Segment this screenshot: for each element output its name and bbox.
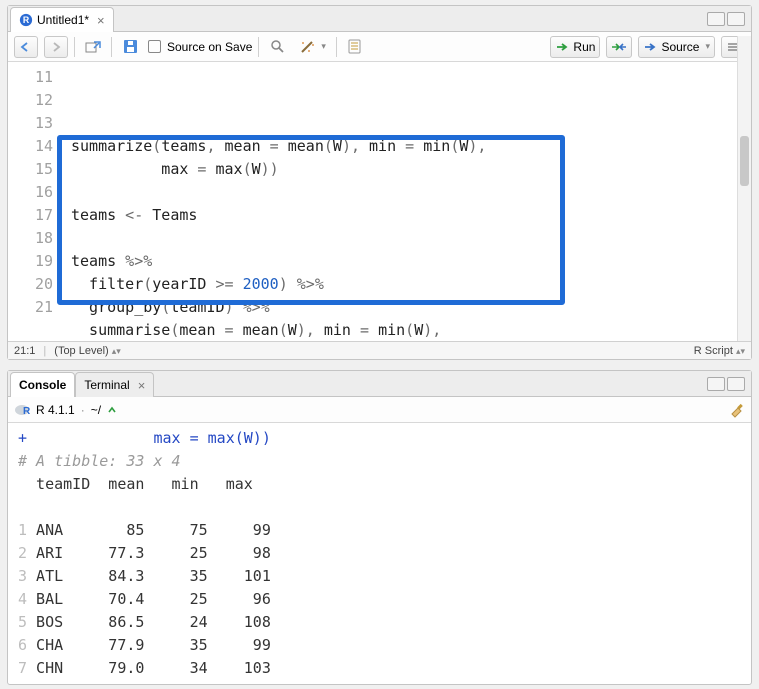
source-pane: R Untitled1* × Source on Save ▾ Run Sour… (7, 5, 752, 360)
arrow-right-icon (49, 41, 63, 53)
close-icon[interactable]: × (97, 13, 105, 28)
show-in-new-window-button[interactable] (81, 36, 105, 58)
r-file-icon: R (19, 13, 33, 27)
maximize-pane-button[interactable] (727, 377, 745, 391)
rerun-icon (611, 41, 627, 53)
console-pane: Console Terminal × R R 4.1.1 · ~/ + max =… (7, 370, 752, 685)
svg-text:R: R (23, 406, 30, 417)
scrollbar-thumb[interactable] (740, 136, 749, 186)
popout-icon (85, 40, 101, 54)
source-tabbar: R Untitled1* × (8, 6, 751, 32)
code-line[interactable]: group_by(teamID) %>% (71, 296, 751, 319)
minimize-pane-button[interactable] (707, 12, 725, 26)
code-line[interactable]: filter(yearID >= 2000) %>% (71, 273, 751, 296)
terminal-tab-label: Terminal (84, 378, 129, 392)
terminal-tab[interactable]: Terminal × (75, 372, 154, 397)
run-icon (555, 41, 569, 53)
source-toolbar: Source on Save ▾ Run Source▾ (8, 32, 751, 62)
console-tabbar: Console Terminal × (8, 371, 751, 397)
back-button[interactable] (14, 36, 38, 58)
language-indicator[interactable]: R Script ▴▾ (694, 345, 745, 357)
code-line[interactable]: summarize(teams, mean = mean(W), min = m… (71, 135, 751, 158)
save-button[interactable] (118, 36, 142, 58)
console-tab[interactable]: Console (10, 372, 75, 397)
forward-button[interactable] (44, 36, 68, 58)
code-area[interactable]: summarize(teams, mean = mean(W), min = m… (63, 62, 751, 341)
svg-text:R: R (23, 15, 30, 25)
console-output[interactable]: + max = max(W)) # A tibble: 33 x 4 teamI… (8, 423, 751, 684)
code-line[interactable] (71, 227, 751, 250)
source-tab-title: Untitled1* (37, 13, 89, 27)
code-line[interactable]: max = max(W)) (71, 158, 751, 181)
maximize-pane-button[interactable] (727, 12, 745, 26)
r-version: R 4.1.1 (36, 403, 75, 417)
close-icon[interactable]: × (138, 378, 146, 393)
pane-window-controls (707, 377, 751, 391)
source-btn-label: Source (661, 40, 699, 54)
minimize-pane-button[interactable] (707, 377, 725, 391)
cursor-position: 21:1 (14, 345, 35, 357)
source-tab[interactable]: R Untitled1* × (10, 7, 114, 32)
compile-report-button[interactable] (343, 36, 367, 58)
notebook-icon (347, 39, 362, 54)
clear-console-icon[interactable] (729, 402, 745, 418)
save-icon (123, 39, 138, 54)
wand-icon (299, 39, 317, 54)
run-label: Run (573, 40, 595, 54)
working-dir[interactable]: ~/ (91, 403, 101, 417)
source-button[interactable]: Source▾ (638, 36, 715, 58)
run-button[interactable]: Run (550, 36, 600, 58)
scope-indicator[interactable]: (Top Level) ▴▾ (54, 345, 121, 357)
console-header: R R 4.1.1 · ~/ (8, 397, 751, 423)
code-line[interactable] (71, 181, 751, 204)
code-tools-button[interactable]: ▾ (295, 36, 330, 58)
rerun-button[interactable] (606, 36, 632, 58)
line-gutter: 1112131415161718192021 (8, 62, 63, 341)
code-line[interactable]: teams <- Teams (71, 204, 751, 227)
source-on-save-checkbox[interactable] (148, 40, 161, 53)
code-line[interactable]: summarise(mean = mean(W), min = min(W), (71, 319, 751, 341)
find-button[interactable] (265, 36, 289, 58)
code-editor[interactable]: 1112131415161718192021 summarize(teams, … (8, 62, 751, 341)
arrow-left-icon (19, 41, 33, 53)
r-logo-icon: R (14, 402, 30, 418)
code-line[interactable]: teams %>% (71, 250, 751, 273)
wd-nav-icon[interactable] (107, 405, 117, 415)
source-statusbar: 21:1 | (Top Level) ▴▾ R Script ▴▾ (8, 341, 751, 359)
source-icon (643, 41, 657, 53)
source-on-save-label: Source on Save (167, 40, 252, 54)
editor-scrollbar[interactable] (737, 36, 751, 341)
pane-window-controls (707, 12, 751, 26)
console-tab-label: Console (19, 378, 66, 392)
search-icon (270, 39, 285, 54)
